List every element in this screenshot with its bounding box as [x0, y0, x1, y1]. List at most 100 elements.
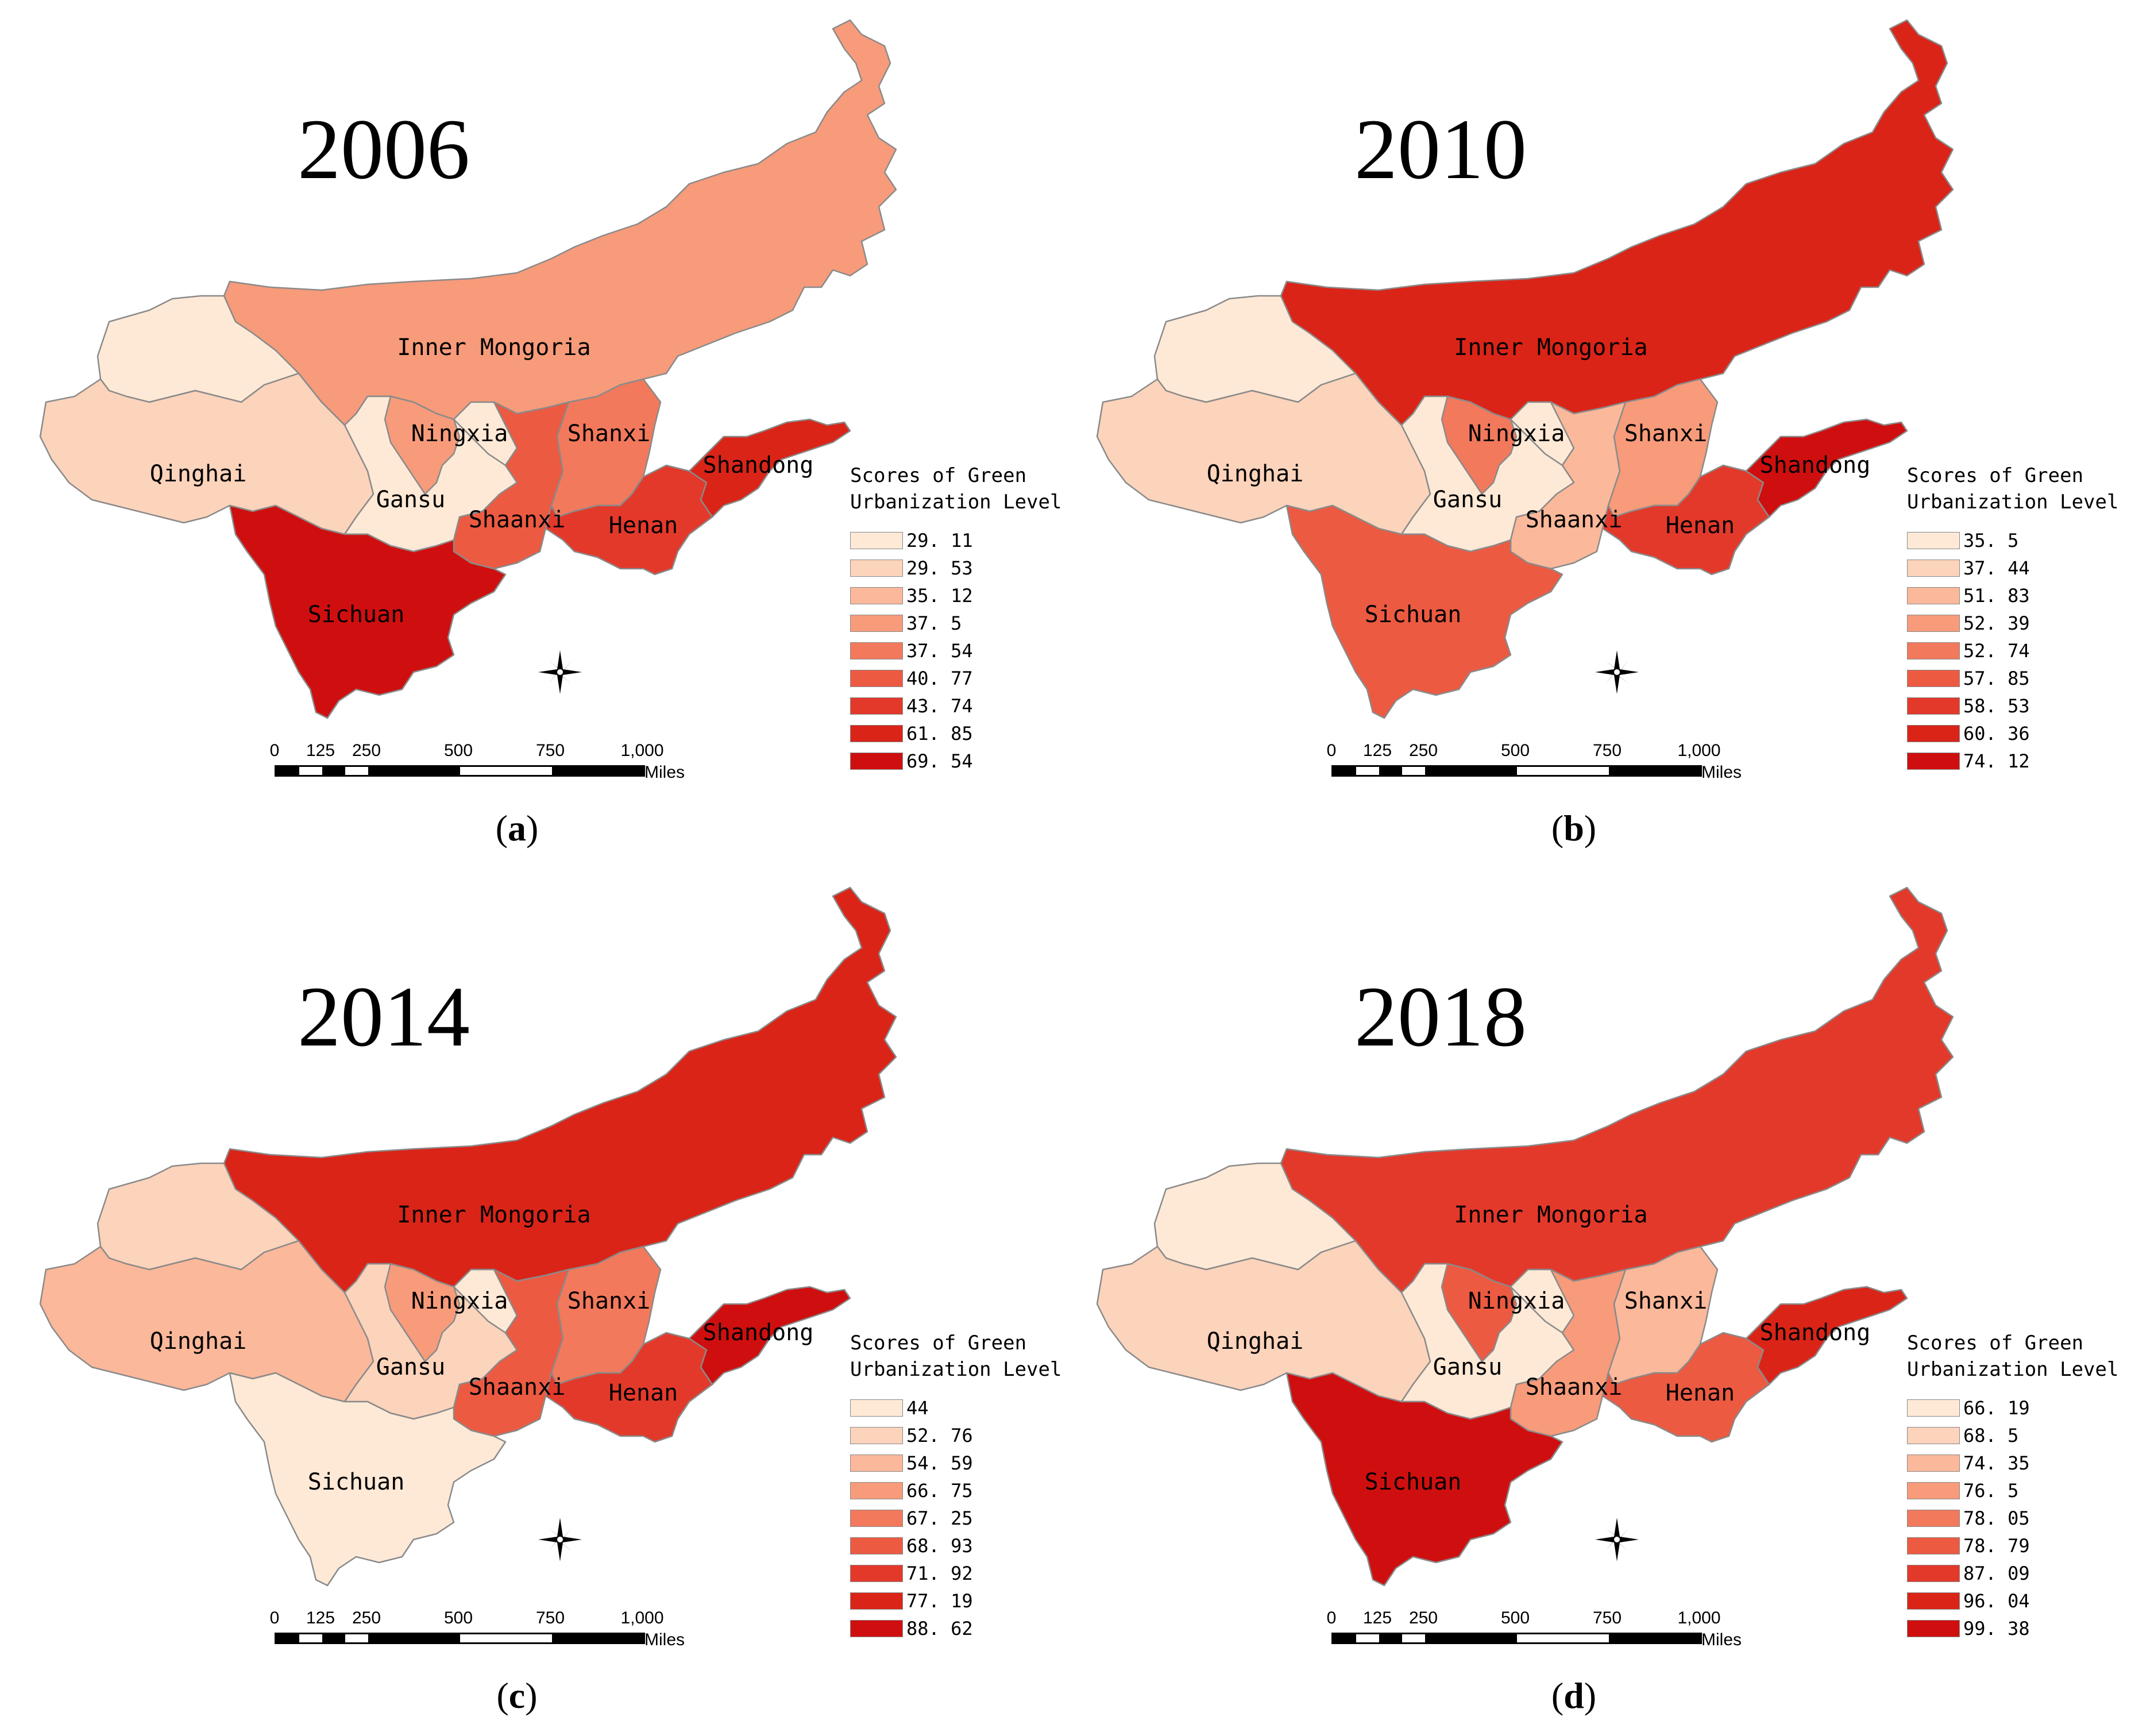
legend-swatch [1907, 1427, 1960, 1444]
province-label-qinghai: Qinghai [149, 1328, 247, 1355]
legend-title-line2: Urbanization Level [850, 1358, 1062, 1381]
legend-value: 40. 77 [906, 668, 973, 689]
scale-bar: 0 125 250 500 750 1,000 Miles [269, 741, 685, 787]
scale-tick-label: 250 [1408, 1608, 1438, 1627]
panel-caption: (a) [495, 808, 539, 848]
legend-item: 37. 5 [850, 609, 1061, 637]
province-label-shaanxi: Shaanxi [468, 507, 566, 533]
north-arrow-icon [538, 1518, 582, 1561]
legend-item: 52. 76 [850, 1422, 1061, 1449]
panel-caption-letter: a [508, 808, 526, 848]
province-sichuan [229, 1372, 507, 1587]
legend-item: 29. 11 [850, 527, 1061, 554]
legend-item: 68. 5 [1907, 1422, 2118, 1449]
legend-value: 77. 19 [906, 1590, 973, 1612]
province-label-ningxia: Ningxia [411, 1288, 508, 1314]
legend-item: 61. 85 [850, 720, 1061, 747]
province-map [39, 886, 897, 1587]
legend-swatch [850, 1537, 903, 1554]
province-label-sichuan: Sichuan [307, 601, 405, 628]
province-inner-mongoria [223, 886, 897, 1294]
panel-caption: (c) [496, 1675, 538, 1716]
legend-item: 37. 44 [1907, 554, 2118, 582]
legend-value: 29. 11 [906, 530, 973, 551]
legend-item: 99. 38 [1907, 1615, 2118, 1642]
north-arrow-icon [1595, 650, 1639, 694]
legend-item: 66. 19 [1907, 1394, 2118, 1422]
legend-value: 37. 54 [906, 640, 973, 662]
legend-swatch [850, 1482, 903, 1499]
legend-value: 52. 39 [1963, 612, 2030, 634]
province-shandong [1745, 1286, 1908, 1386]
legend-value: 60. 36 [1963, 723, 2030, 744]
legend-item: 69. 54 [850, 747, 1061, 775]
legend-item: 66. 75 [850, 1477, 1061, 1504]
legend-item: 35. 5 [1907, 527, 2118, 554]
map-panel-a: 2006 Inner Mongoria Qinghai Gansu Ningxia Sh… [0, 0, 1066, 868]
province-shandong [688, 418, 851, 518]
scale-unit: Miles [644, 763, 685, 782]
legend-swatch [850, 1399, 903, 1417]
legend-value: 44 [906, 1397, 929, 1419]
legend-swatch [850, 670, 903, 687]
scale-tick-label: 0 [269, 741, 280, 760]
scale-tick-label: 0 [269, 1608, 280, 1627]
legend-value: 74. 12 [1963, 750, 2030, 772]
legend-value: 71. 92 [906, 1563, 973, 1584]
province-label-inner-mongoria: Inner Mongoria [1454, 1202, 1648, 1228]
scale-tick-label: 500 [443, 1608, 473, 1627]
province-label-shandong: Shandong [702, 1320, 814, 1346]
map-panel-c: 2014 Inner Mongoria Qinghai Gansu Ningxia Sh… [0, 867, 1066, 1735]
legend-item: 87. 09 [1907, 1560, 2118, 1587]
province-label-shanxi: Shanxi [567, 1288, 651, 1314]
province-label-ningxia: Ningxia [411, 421, 508, 447]
legend-swatch [850, 532, 903, 549]
legend-swatch [850, 560, 903, 577]
province-label-gansu: Gansu [376, 487, 446, 513]
legend-item: 96. 04 [1907, 1587, 2118, 1615]
legend-swatch [850, 725, 903, 742]
province-label-shandong: Shandong [702, 452, 814, 479]
legend-swatch [850, 1565, 903, 1582]
scale-tick-label: 250 [1408, 741, 1438, 760]
legend-value: 35. 12 [906, 585, 973, 607]
legend-swatch [1907, 1482, 1960, 1499]
province-inner-mongoria [1280, 886, 1954, 1294]
panel-caption-letter: d [1563, 1675, 1584, 1716]
legend-value: 68. 93 [906, 1535, 973, 1557]
legend-item: 88. 62 [850, 1615, 1061, 1642]
scale-tick-label: 250 [352, 741, 381, 760]
legend-value: 74. 35 [1963, 1452, 2030, 1474]
province-sichuan [1285, 504, 1563, 719]
province-map [39, 19, 897, 719]
province-label-shandong: Shandong [1759, 1320, 1871, 1346]
province-label-ningxia: Ningxia [1468, 1288, 1565, 1314]
legend-value: 88. 62 [906, 1618, 973, 1639]
legend-swatch [850, 1592, 903, 1610]
legend-swatch [1907, 1455, 1960, 1472]
province-map [1096, 19, 1954, 719]
scale-track [275, 1633, 645, 1644]
legend-title-line1: Scores of Green [850, 1332, 1027, 1355]
legend-swatch [1907, 1592, 1960, 1610]
legend-item: 43. 74 [850, 692, 1061, 720]
province-label-henan: Henan [1665, 1380, 1735, 1406]
province-shandong [688, 1286, 851, 1386]
province-label-henan: Henan [1665, 512, 1735, 539]
year-title: 2006 [298, 102, 470, 197]
legend-title-line1: Scores of Green [850, 464, 1027, 487]
legend-swatch [850, 587, 903, 604]
legend-swatch [1907, 753, 1960, 770]
legend: Scores of Green Urbanization Level 44 52.… [850, 1330, 1061, 1642]
legend-value: 37. 5 [906, 612, 962, 634]
legend-item: 52. 39 [1907, 609, 2118, 637]
legend-swatch [850, 642, 903, 659]
scale-tick-label: 500 [1500, 1608, 1530, 1627]
legend-item: 40. 77 [850, 665, 1061, 692]
legend-swatch [1907, 615, 1960, 632]
legend-value: 57. 85 [1963, 668, 2030, 689]
province-label-qinghai: Qinghai [149, 461, 247, 487]
legend-title-line2: Urbanization Level [1907, 1358, 2119, 1381]
legend-item: 37. 54 [850, 637, 1061, 665]
legend-value: 78. 79 [1963, 1535, 2030, 1557]
